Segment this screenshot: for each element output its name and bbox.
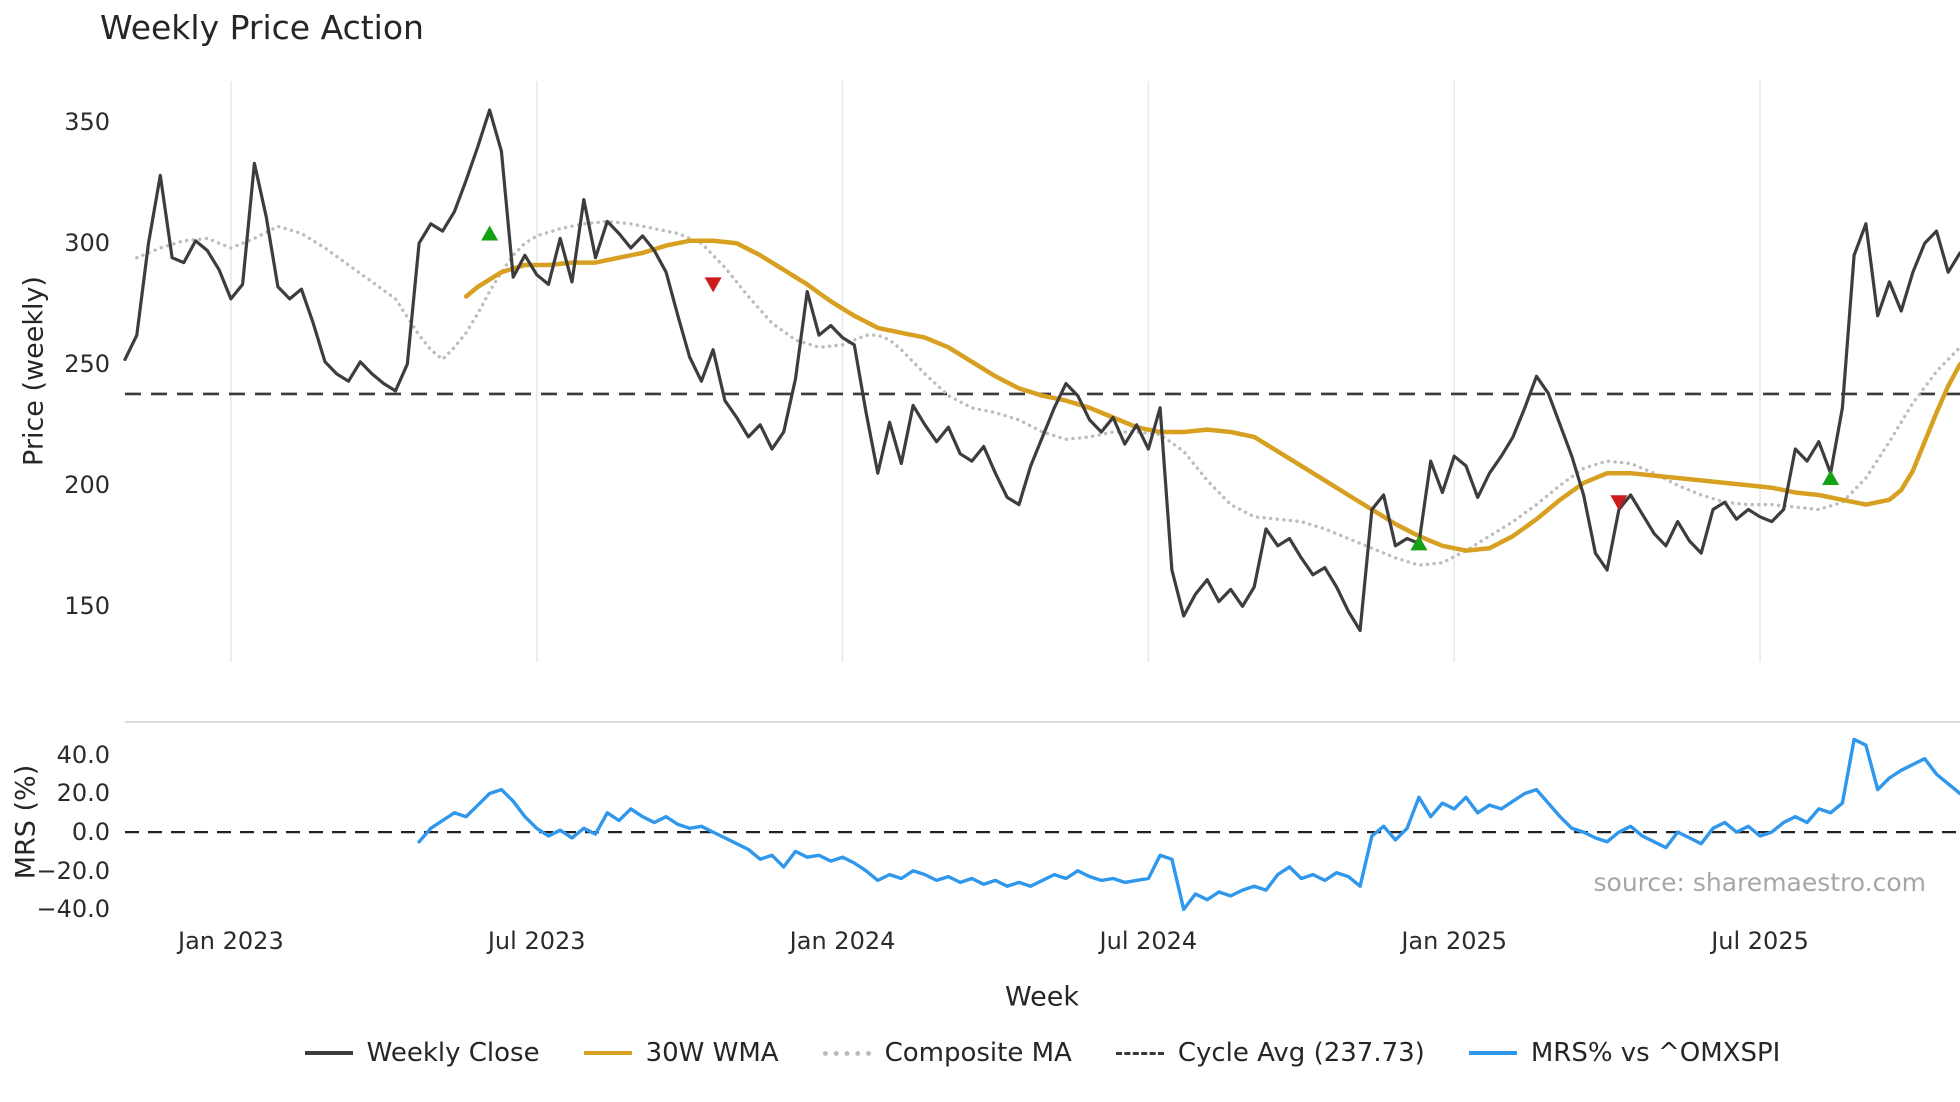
price-tick-label: 350 (64, 108, 110, 137)
price-tick-label: 300 (64, 229, 110, 258)
legend-label-30w-wma: 30W WMA (645, 1038, 779, 1068)
sell-signal-marker (1610, 495, 1628, 511)
mrs-tick-label: −20.0 (36, 856, 110, 885)
legend-label-composite-ma: Composite MA (884, 1038, 1072, 1068)
wma-line-swatch (583, 1051, 632, 1055)
x-axis-title: Week (1005, 981, 1079, 1013)
weekly-close-line-swatch (304, 1051, 353, 1055)
x-tick-label: Jul 2023 (487, 927, 586, 955)
mrs-tick-label: 0.0 (71, 818, 110, 847)
price-tick-label: 200 (64, 471, 110, 500)
legend-item-composite-ma: Composite MA (822, 1038, 1072, 1068)
x-tick-label: Jan 2023 (178, 927, 284, 955)
x-tick-label: Jul 2024 (1099, 927, 1198, 955)
wma-line (463, 238, 1960, 553)
price-axis-title: Price (weekly) (18, 276, 50, 466)
legend-item-cycle-avg: Cycle Avg (237.73) (1115, 1038, 1425, 1068)
sell-signal-marker (704, 277, 722, 293)
mrs-axis-title: MRS (%) (10, 764, 42, 880)
legend-label-cycle-avg: Cycle Avg (237.73) (1177, 1038, 1425, 1068)
legend-label-weekly-close: Weekly Close (366, 1038, 540, 1068)
mrs-panel (125, 737, 1960, 912)
weekly-close-line (123, 108, 1960, 633)
composite-ma-line (135, 219, 1960, 567)
price-panel (123, 108, 1960, 633)
buy-signal-marker (481, 225, 499, 241)
gridlines (125, 81, 1960, 723)
legend-item-30w-wma: 30W WMA (583, 1038, 779, 1068)
legend-item-mrs: MRS% vs ^OMXSPI (1468, 1038, 1781, 1068)
x-tick-label: Jan 2025 (1401, 927, 1508, 955)
legend-label-mrs: MRS% vs ^OMXSPI (1530, 1038, 1781, 1068)
chart-title: Weekly Price Action (100, 8, 424, 47)
buy-signal-marker (1822, 470, 1840, 486)
source-note: source: sharemaestro.com (1593, 868, 1927, 897)
price-tick-label: 250 (64, 350, 110, 379)
legend-item-weekly-close: Weekly Close (304, 1038, 540, 1068)
mrs-line-swatch (1468, 1051, 1517, 1055)
mrs-tick-label: 40.0 (56, 740, 110, 769)
x-tick-label: Jan 2024 (789, 927, 896, 955)
x-tick-label: Jul 2025 (1711, 927, 1809, 955)
buy-signal-marker (1410, 535, 1428, 551)
composite-ma-line-swatch (822, 1050, 871, 1056)
legend: Weekly Close 30W WMA Composite MA Cycle … (125, 1038, 1960, 1068)
mrs-tick-label: 20.0 (56, 779, 110, 808)
mrs-line (417, 737, 1960, 912)
cycle-avg-line-swatch (1115, 1051, 1164, 1055)
price-tick-label: 150 (64, 592, 110, 621)
mrs-tick-label: −40.0 (36, 895, 110, 924)
